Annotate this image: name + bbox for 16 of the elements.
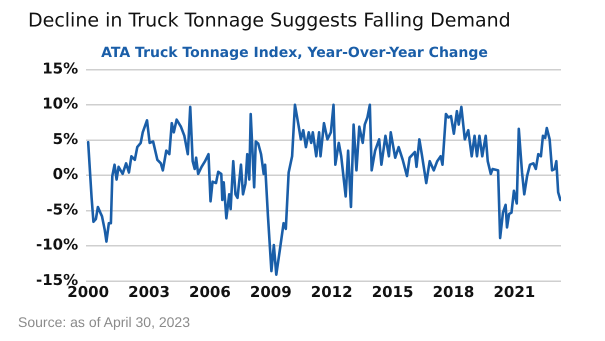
y-tick-label: -10% xyxy=(36,236,78,254)
source-note: Source: as of April 30, 2023 xyxy=(18,314,190,330)
y-tick-label: 0% xyxy=(52,165,78,184)
x-tick-label: 2015 xyxy=(372,282,414,301)
y-tick-label: 5% xyxy=(52,130,78,148)
x-tick-label: 2021 xyxy=(493,282,536,301)
x-tick-label: 2009 xyxy=(250,282,292,301)
x-tick-label: 2003 xyxy=(128,282,170,301)
chart-subtitle: ATA Truck Tonnage Index, Year-Over-Year Change xyxy=(101,44,488,61)
y-tick-label: 10% xyxy=(42,94,78,113)
x-tick-label: 2006 xyxy=(189,282,231,301)
y-tick-label: -5% xyxy=(46,200,78,218)
x-tick-label: 2012 xyxy=(310,282,353,301)
x-tick-label: 2018 xyxy=(432,282,474,301)
y-tick-label: 15% xyxy=(42,59,78,78)
chart-title: Decline in Truck Tonnage Suggests Falling Demand xyxy=(28,9,511,32)
